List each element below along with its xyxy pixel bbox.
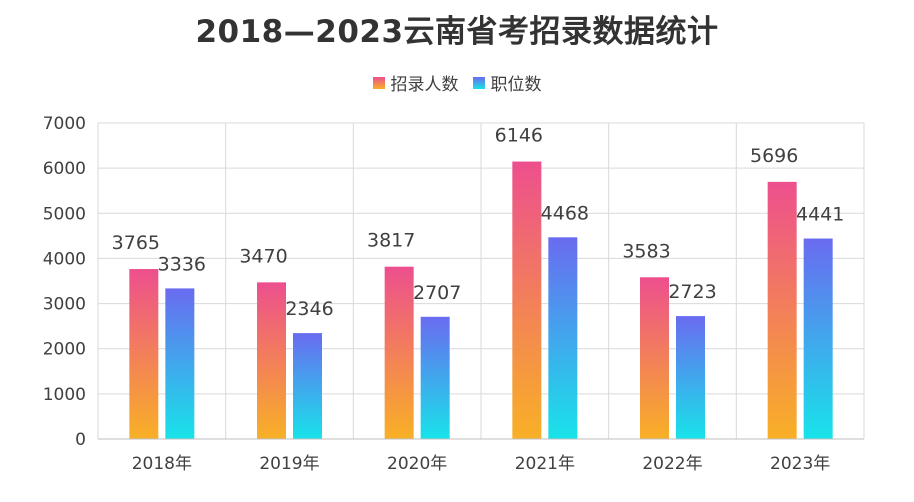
- y-tick-label: 7000: [43, 114, 86, 134]
- grid-lines: [97, 122, 865, 440]
- y-tick-label: 3000: [43, 295, 86, 315]
- data-label-series-1: 3817: [367, 230, 415, 252]
- legend-label-series-2: 职位数: [490, 75, 542, 95]
- legend-swatch-series-1: [372, 76, 385, 89]
- y-tick-label: 1000: [43, 385, 86, 405]
- data-label-series-1: 3765: [112, 232, 160, 254]
- bar-series-1: [640, 277, 669, 439]
- data-label-series-1: 6146: [495, 125, 543, 147]
- bar-series-1: [129, 269, 159, 439]
- x-tick-label: 2019年: [259, 454, 319, 474]
- bar-series-1: [257, 282, 286, 439]
- bar-series-2: [548, 237, 578, 439]
- y-tick-label: 2000: [43, 340, 86, 360]
- bar-series-2: [803, 238, 833, 439]
- data-label-series-2: 2723: [668, 281, 716, 303]
- x-tick-label: 2018年: [132, 454, 192, 474]
- legend: 招录人数 职位数: [0, 70, 914, 95]
- data-label-series-2: 2707: [413, 282, 461, 304]
- data-label-series-1: 5696: [750, 145, 798, 167]
- bar-series-1: [512, 161, 542, 439]
- bar-series-1: [767, 181, 797, 440]
- axes: 0 1000 2000 3000 4000 5000 6000 7000 2018年 2019年 2…: [43, 114, 864, 474]
- y-tick-label: 4000: [43, 249, 86, 269]
- x-tick-label: 2023年: [770, 454, 830, 474]
- data-label-series-2: 3336: [158, 253, 206, 275]
- x-tick-label: 2022年: [642, 454, 702, 474]
- data-label-series-1: 3470: [239, 245, 287, 267]
- bar-series-2: [676, 316, 705, 439]
- bar-series-1: [384, 266, 414, 439]
- bars: [129, 161, 833, 440]
- x-tick-label: 2020年: [387, 454, 447, 474]
- legend-swatch-series-2: [472, 76, 485, 89]
- bar-series-2: [420, 316, 450, 439]
- x-tick-label: 2021年: [515, 454, 575, 474]
- data-label-series-1: 3583: [622, 240, 670, 262]
- data-label-series-2: 2346: [285, 298, 333, 320]
- data-label-series-2: 4468: [541, 202, 589, 224]
- y-tick-label: 6000: [43, 159, 86, 179]
- bar-series-2: [293, 333, 322, 439]
- chart-title: 2018—2023云南省考招录数据统计: [195, 14, 719, 50]
- legend-item-series-1: 招录人数: [372, 70, 459, 95]
- y-tick-label: 0: [75, 430, 86, 450]
- data-label-series-2: 4441: [796, 204, 844, 226]
- legend-label-series-1: 招录人数: [390, 75, 459, 95]
- y-tick-label: 5000: [43, 204, 86, 224]
- legend-item-series-2: 职位数: [472, 70, 542, 95]
- bar-series-2: [165, 288, 195, 439]
